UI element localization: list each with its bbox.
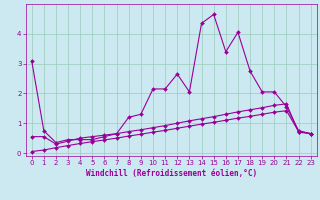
- X-axis label: Windchill (Refroidissement éolien,°C): Windchill (Refroidissement éolien,°C): [86, 169, 257, 178]
